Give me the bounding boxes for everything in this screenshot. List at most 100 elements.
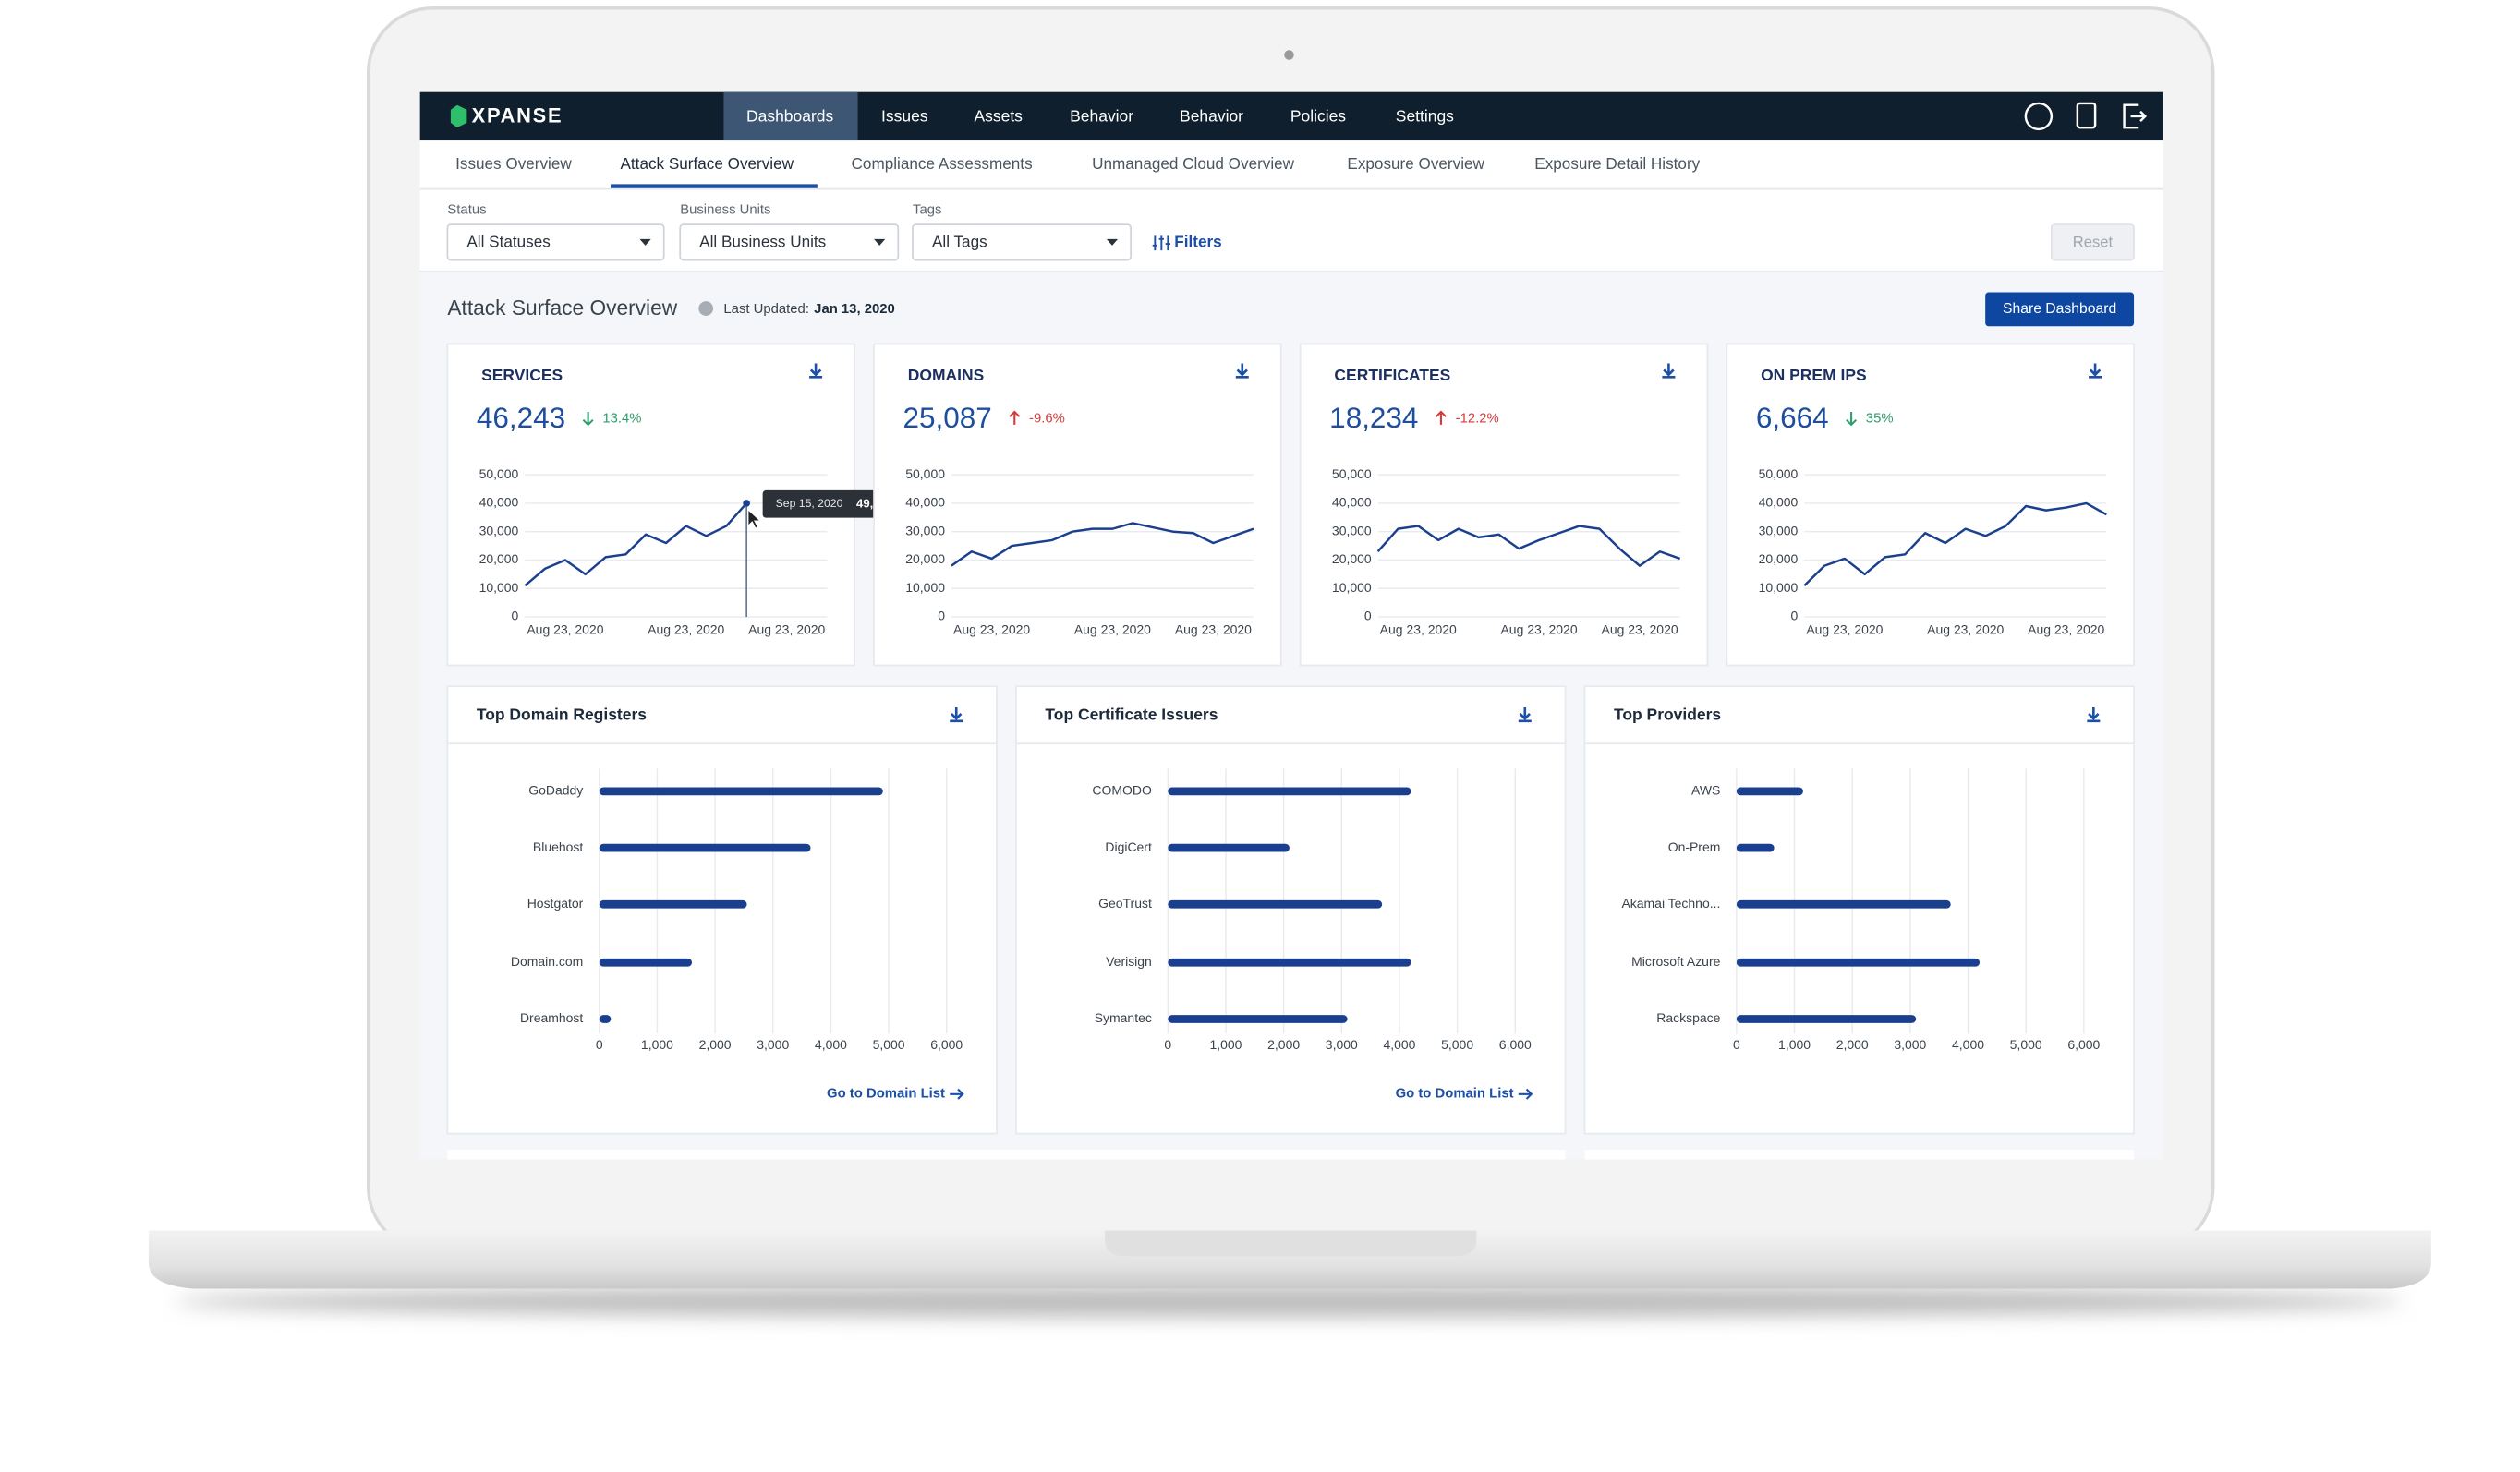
- y-tick-label: 10,000: [479, 580, 519, 595]
- download-icon[interactable]: [1235, 363, 1249, 379]
- tab[interactable]: Attack Surface Overview: [621, 154, 794, 173]
- dropdown[interactable]: [679, 223, 900, 261]
- reset-label[interactable]: Reset: [2073, 234, 2114, 251]
- bar: [1736, 843, 1775, 852]
- dropdown-value: All Tags: [932, 233, 987, 251]
- y-tick-label: 20,000: [479, 551, 519, 566]
- bar: [1168, 958, 1411, 967]
- card-title: SERVICES: [481, 366, 563, 384]
- y-tick-label: 0: [938, 609, 945, 623]
- dropdown-caret: [1106, 238, 1119, 246]
- headline: 6,664: [1756, 402, 1829, 434]
- category-label: Verisign: [1106, 954, 1152, 969]
- y-tick-label: 20,000: [905, 551, 945, 566]
- reset-button[interactable]: [2050, 223, 2135, 261]
- change-arrow: [1009, 410, 1021, 425]
- x-tick-label: Aug 23, 2020: [1380, 622, 1457, 637]
- kpi-card: [873, 343, 1282, 667]
- download-icon[interactable]: [2089, 363, 2102, 379]
- y-tick-label: 40,000: [1332, 495, 1372, 510]
- category-label: AWS: [1691, 783, 1720, 798]
- cursor: [747, 508, 762, 529]
- y-tick-label: 0: [1364, 609, 1372, 623]
- y-tick-label: 20,000: [1332, 551, 1372, 566]
- tab[interactable]: Issues Overview: [455, 154, 572, 173]
- change-arrow: [1846, 411, 1858, 427]
- y-tick-label: 10,000: [1332, 580, 1372, 595]
- category-label: Bluehost: [533, 839, 583, 854]
- bar: [599, 899, 747, 909]
- y-tick-label: 50,000: [905, 466, 945, 481]
- tooltip-date: Sep 15, 2020: [776, 497, 843, 510]
- help-icon[interactable]: [2024, 102, 2054, 131]
- card-title: Top Certificate Issuers: [1045, 705, 1218, 723]
- y-tick-label: 30,000: [905, 523, 945, 537]
- x-tick-label: 5,000: [873, 1037, 905, 1052]
- bar: [599, 958, 693, 967]
- line-series: [1803, 501, 2107, 587]
- nav-item[interactable]: Dashboards: [746, 106, 833, 125]
- logo-mark: [450, 104, 467, 128]
- change-label: -12.2%: [1456, 412, 1499, 427]
- tab[interactable]: Compliance Assessments: [852, 154, 1033, 173]
- card-link[interactable]: Go to Domain List: [1396, 1087, 1514, 1102]
- logout-icon[interactable]: [2123, 103, 2148, 129]
- bar: [599, 1015, 612, 1023]
- y-tick-label: 30,000: [1332, 523, 1372, 537]
- bar-card: [446, 685, 998, 1135]
- x-tick-label: 6,000: [1499, 1037, 1532, 1052]
- download-icon[interactable]: [1518, 706, 1532, 723]
- nav-item[interactable]: Policies: [1290, 106, 1346, 125]
- dropdown[interactable]: [912, 223, 1132, 261]
- bar: [1736, 1015, 1917, 1023]
- category-label: GoDaddy: [528, 783, 583, 798]
- dropdown[interactable]: [446, 223, 665, 261]
- category-label: DigiCert: [1105, 839, 1152, 854]
- card-title: Top Domain Registers: [477, 705, 647, 723]
- nav-item[interactable]: Settings: [1396, 106, 1454, 125]
- change-label: -9.6%: [1029, 412, 1065, 427]
- bar-card: [1583, 685, 2135, 1135]
- link-arrow: [1518, 1088, 1533, 1100]
- change-label: 13.4%: [602, 412, 641, 427]
- filters-button[interactable]: Filters: [1174, 233, 1221, 251]
- dropdown-caret: [874, 238, 886, 246]
- nav-item[interactable]: Behavior: [1070, 106, 1133, 125]
- y-tick-label: 10,000: [905, 580, 945, 595]
- tab[interactable]: Exposure Detail History: [1534, 154, 1700, 173]
- filter-label: Tags: [913, 202, 941, 217]
- x-tick-label: Aug 23, 2020: [1927, 622, 2004, 637]
- y-tick-label: 50,000: [479, 466, 519, 481]
- kpi-card: [1726, 343, 2135, 667]
- docs-icon[interactable]: [2076, 102, 2097, 129]
- download-icon[interactable]: [1662, 363, 1676, 379]
- share-label[interactable]: Share Dashboard: [2003, 301, 2116, 317]
- y-tick-label: 0: [512, 609, 519, 623]
- last-updated-label: Last Updated:: [723, 302, 809, 317]
- download-icon[interactable]: [809, 363, 823, 379]
- tab[interactable]: Exposure Overview: [1347, 154, 1484, 173]
- logo: XPANSE: [472, 104, 563, 127]
- card-link[interactable]: Go to Domain List: [827, 1087, 945, 1102]
- x-tick-label: 2,000: [699, 1037, 732, 1052]
- line-series: [951, 522, 1254, 567]
- share-button[interactable]: [1985, 292, 2135, 327]
- nav-item[interactable]: Behavior: [1180, 106, 1243, 125]
- x-tick-label: Aug 23, 2020: [1806, 622, 1883, 637]
- change-arrow: [1435, 410, 1447, 425]
- nav-item[interactable]: Assets: [974, 106, 1023, 125]
- bar: [1736, 899, 1951, 909]
- filter-label: Status: [447, 202, 486, 217]
- download-icon[interactable]: [2087, 706, 2101, 723]
- x-tick-label: 4,000: [1383, 1037, 1415, 1052]
- download-icon[interactable]: [950, 706, 963, 723]
- tab[interactable]: Unmanaged Cloud Overview: [1092, 154, 1295, 173]
- y-tick-label: 50,000: [1759, 466, 1799, 481]
- x-tick-label: 3,000: [1894, 1037, 1926, 1052]
- x-tick-label: Aug 23, 2020: [1602, 622, 1678, 637]
- x-tick-label: 0: [1733, 1037, 1740, 1052]
- base-notch: [1105, 1230, 1477, 1257]
- nav-item[interactable]: Issues: [881, 106, 928, 125]
- x-tick-label: Aug 23, 2020: [953, 622, 1030, 637]
